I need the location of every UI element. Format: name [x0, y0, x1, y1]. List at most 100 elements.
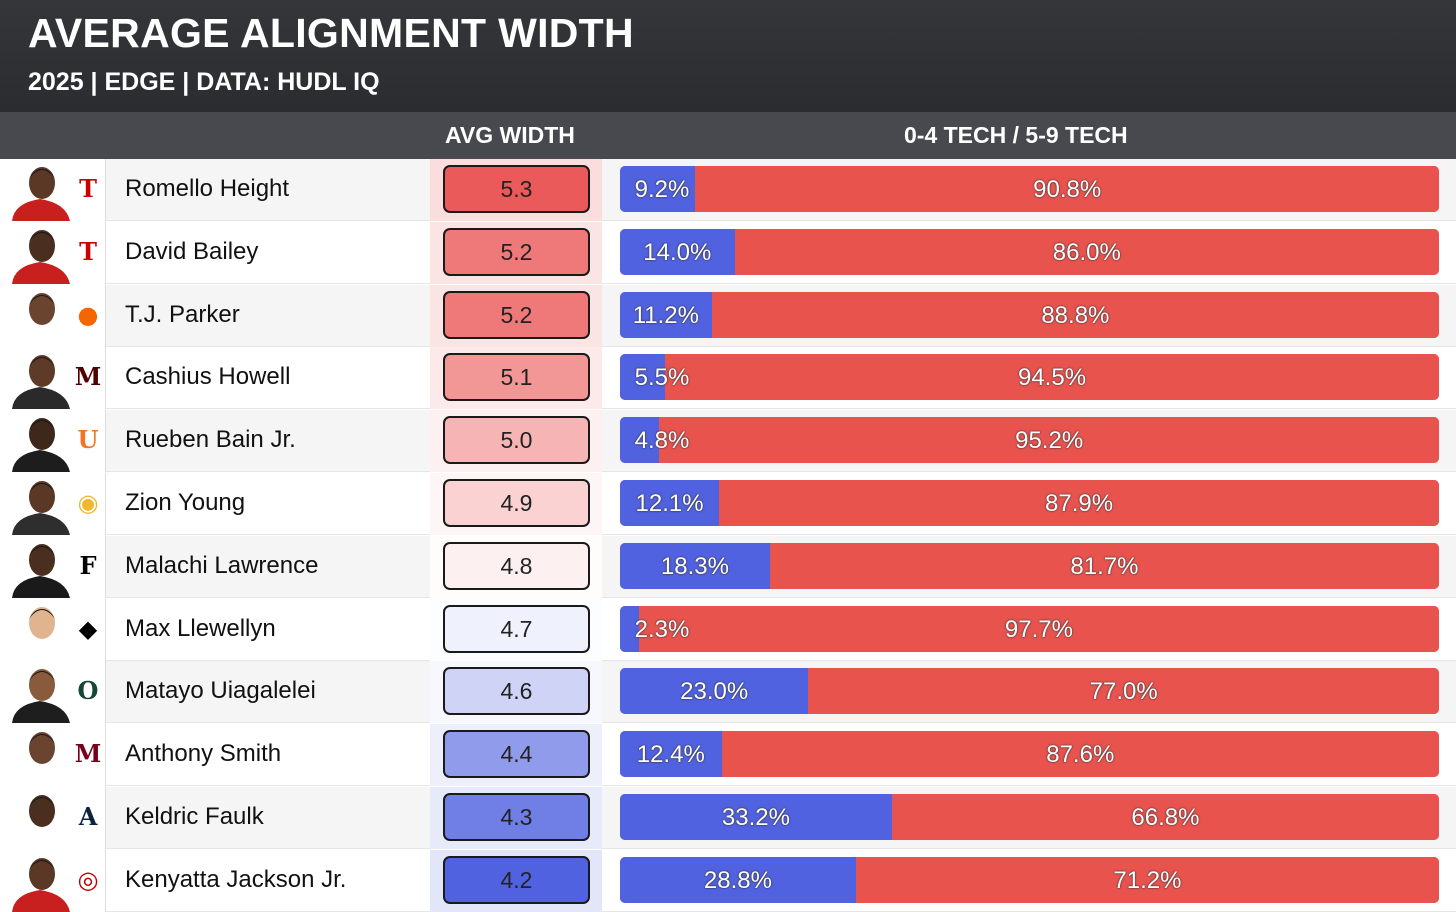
miami-u-logo-icon: U [78, 425, 99, 454]
player-headshot: A [0, 787, 106, 849]
table-row: ◆ Max Llewellyn 4.7 2.3% 97.7% [0, 598, 1456, 661]
avg-width-value: 4.6 [443, 667, 590, 716]
tech-0-4-label: 4.8% [634, 427, 690, 455]
svg-text:◎: ◎ [78, 865, 99, 894]
svg-text:◆: ◆ [79, 614, 98, 643]
tech-split-bar: 23.0% 77.0% [620, 668, 1439, 715]
player-name: David Bailey [125, 237, 259, 265]
player-name: Matayo Uiagalelei [125, 677, 316, 705]
svg-text:●: ● [78, 300, 99, 329]
tech-5-9-label: 97.7% [1004, 615, 1073, 643]
avg-width-value: 4.3 [443, 793, 590, 841]
avg-width-cell: 4.3 [430, 787, 602, 849]
player-headshot: M [0, 347, 106, 410]
tech-5-9-label: 86.0% [1052, 238, 1121, 266]
tech-0-4-label: 11.2% [632, 301, 699, 329]
svg-text:O: O [78, 676, 99, 705]
tech-0-4-label: 12.4% [636, 741, 705, 769]
tech-0-4-label: 5.5% [634, 364, 690, 392]
tech-0-4-label: 14.0% [643, 238, 712, 266]
chart-subtitle: 2025 | EDGE | DATA: HUDL IQ [28, 68, 380, 96]
player-headshot: ● [0, 284, 106, 347]
table-row: M Anthony Smith 4.4 12.4% 87.6% [0, 724, 1456, 787]
svg-text:M: M [75, 362, 102, 391]
avg-width-cell: 4.9 [430, 473, 602, 535]
avg-width-value: 5.2 [443, 227, 590, 276]
tech-0-4-label: 23.0% [680, 678, 749, 706]
tech-split-column-header: 0-4 TECH / 5-9 TECH [904, 122, 1128, 148]
avg-width-value: 5.2 [443, 290, 590, 339]
missouri-tiger-logo-icon: ◉ [78, 488, 99, 517]
player-name: Cashius Howell [125, 363, 291, 391]
table-row: T Romello Height 5.3 9.2% 90.8% [0, 159, 1456, 221]
tech-0-4-segment [620, 794, 892, 840]
tech-5-9-segment [719, 480, 1439, 526]
tech-5-9-label: 90.8% [1033, 176, 1102, 203]
avg-width-cell: 5.2 [430, 284, 602, 347]
tech-5-9-segment [808, 668, 1439, 715]
svg-text:T: T [79, 237, 97, 266]
tech-5-9-segment [711, 291, 1439, 338]
tech-0-4-segment [620, 228, 735, 275]
svg-text:F: F [79, 551, 96, 580]
chart-title: AVERAGE ALIGNMENT WIDTH [28, 10, 634, 56]
table-row: F Malachi Lawrence 4.8 18.3% 81.7% [0, 535, 1456, 598]
tech-5-9-segment [734, 228, 1439, 275]
tech-0-4-label: 9.2% [634, 176, 690, 203]
table-row: O Matayo Uiagalelei 4.6 23.0% 77.0% [0, 661, 1456, 724]
tech-5-9-label: 94.5% [1017, 364, 1087, 392]
ucf-logo-icon: F [79, 551, 96, 580]
tech-0-4-segment [620, 166, 696, 212]
avg-width-cell: 4.7 [430, 598, 602, 661]
table-row: T David Bailey 5.2 14.0% 86.0% [0, 221, 1456, 284]
table-row: M Cashius Howell 5.1 5.5% 94.5% [0, 347, 1456, 410]
avg-width-cell: 5.0 [430, 410, 602, 473]
player-name: T.J. Parker [125, 300, 240, 328]
chart-header: AVERAGE ALIGNMENT WIDTH 2025 | EDGE | DA… [0, 0, 1456, 112]
tech-split-bar: 2.3% 97.7% [620, 605, 1439, 652]
player-headshot: T [0, 221, 106, 284]
avg-width-cell: 5.1 [430, 347, 602, 410]
avg-width-value: 5.1 [443, 353, 590, 402]
tech-5-9-label: 66.8% [1131, 804, 1200, 831]
player-headshot: M [0, 724, 106, 787]
tech-0-4-segment [620, 856, 856, 903]
avg-width-value: 4.7 [443, 604, 590, 653]
svg-text:M: M [75, 739, 102, 768]
tech-split-bar: 5.5% 94.5% [620, 354, 1439, 401]
tech-split-bar: 12.1% 87.9% [620, 480, 1439, 526]
tech-5-9-segment [855, 856, 1439, 903]
tech-5-9-segment [638, 605, 1439, 652]
texas-tech-logo-icon: T [79, 237, 97, 266]
tech-5-9-segment [891, 794, 1439, 840]
tech-0-4-label: 12.1% [635, 490, 704, 517]
player-headshot: ◆ [0, 598, 106, 661]
avg-width-value: 4.2 [443, 855, 590, 904]
avg-width-cell: 4.6 [430, 661, 602, 724]
tech-5-9-label: 81.7% [1070, 552, 1139, 580]
tech-0-4-segment [620, 668, 809, 715]
tech-5-9-segment [721, 731, 1439, 778]
player-headshot: F [0, 535, 106, 598]
avg-width-cell: 5.2 [430, 221, 602, 284]
tech-5-9-segment [659, 417, 1439, 464]
tech-5-9-label: 87.9% [1045, 490, 1114, 517]
tech-0-4-segment [620, 731, 722, 778]
player-headshot: U [0, 410, 106, 473]
avg-width-cell: 5.3 [430, 159, 602, 221]
tech-5-9-segment [695, 166, 1439, 212]
texas-tech-logo-icon: T [79, 174, 97, 203]
tech-5-9-label: 88.8% [1041, 301, 1110, 329]
tech-0-4-segment [620, 291, 712, 338]
avg-width-cell: 4.2 [430, 849, 602, 912]
tech-0-4-label: 28.8% [703, 866, 772, 894]
tech-split-bar: 12.4% 87.6% [620, 731, 1439, 778]
auburn-au-logo-icon: A [78, 802, 98, 831]
avg-width-value: 5.3 [443, 165, 590, 213]
tech-5-9-segment [769, 542, 1439, 589]
player-name: Romello Height [125, 175, 290, 202]
tech-5-9-label: 71.2% [1113, 866, 1182, 894]
tech-0-4-segment [620, 605, 639, 652]
iowa-hawkeye-logo-icon: ◆ [79, 614, 98, 643]
oregon-o-logo-icon: O [78, 676, 99, 705]
